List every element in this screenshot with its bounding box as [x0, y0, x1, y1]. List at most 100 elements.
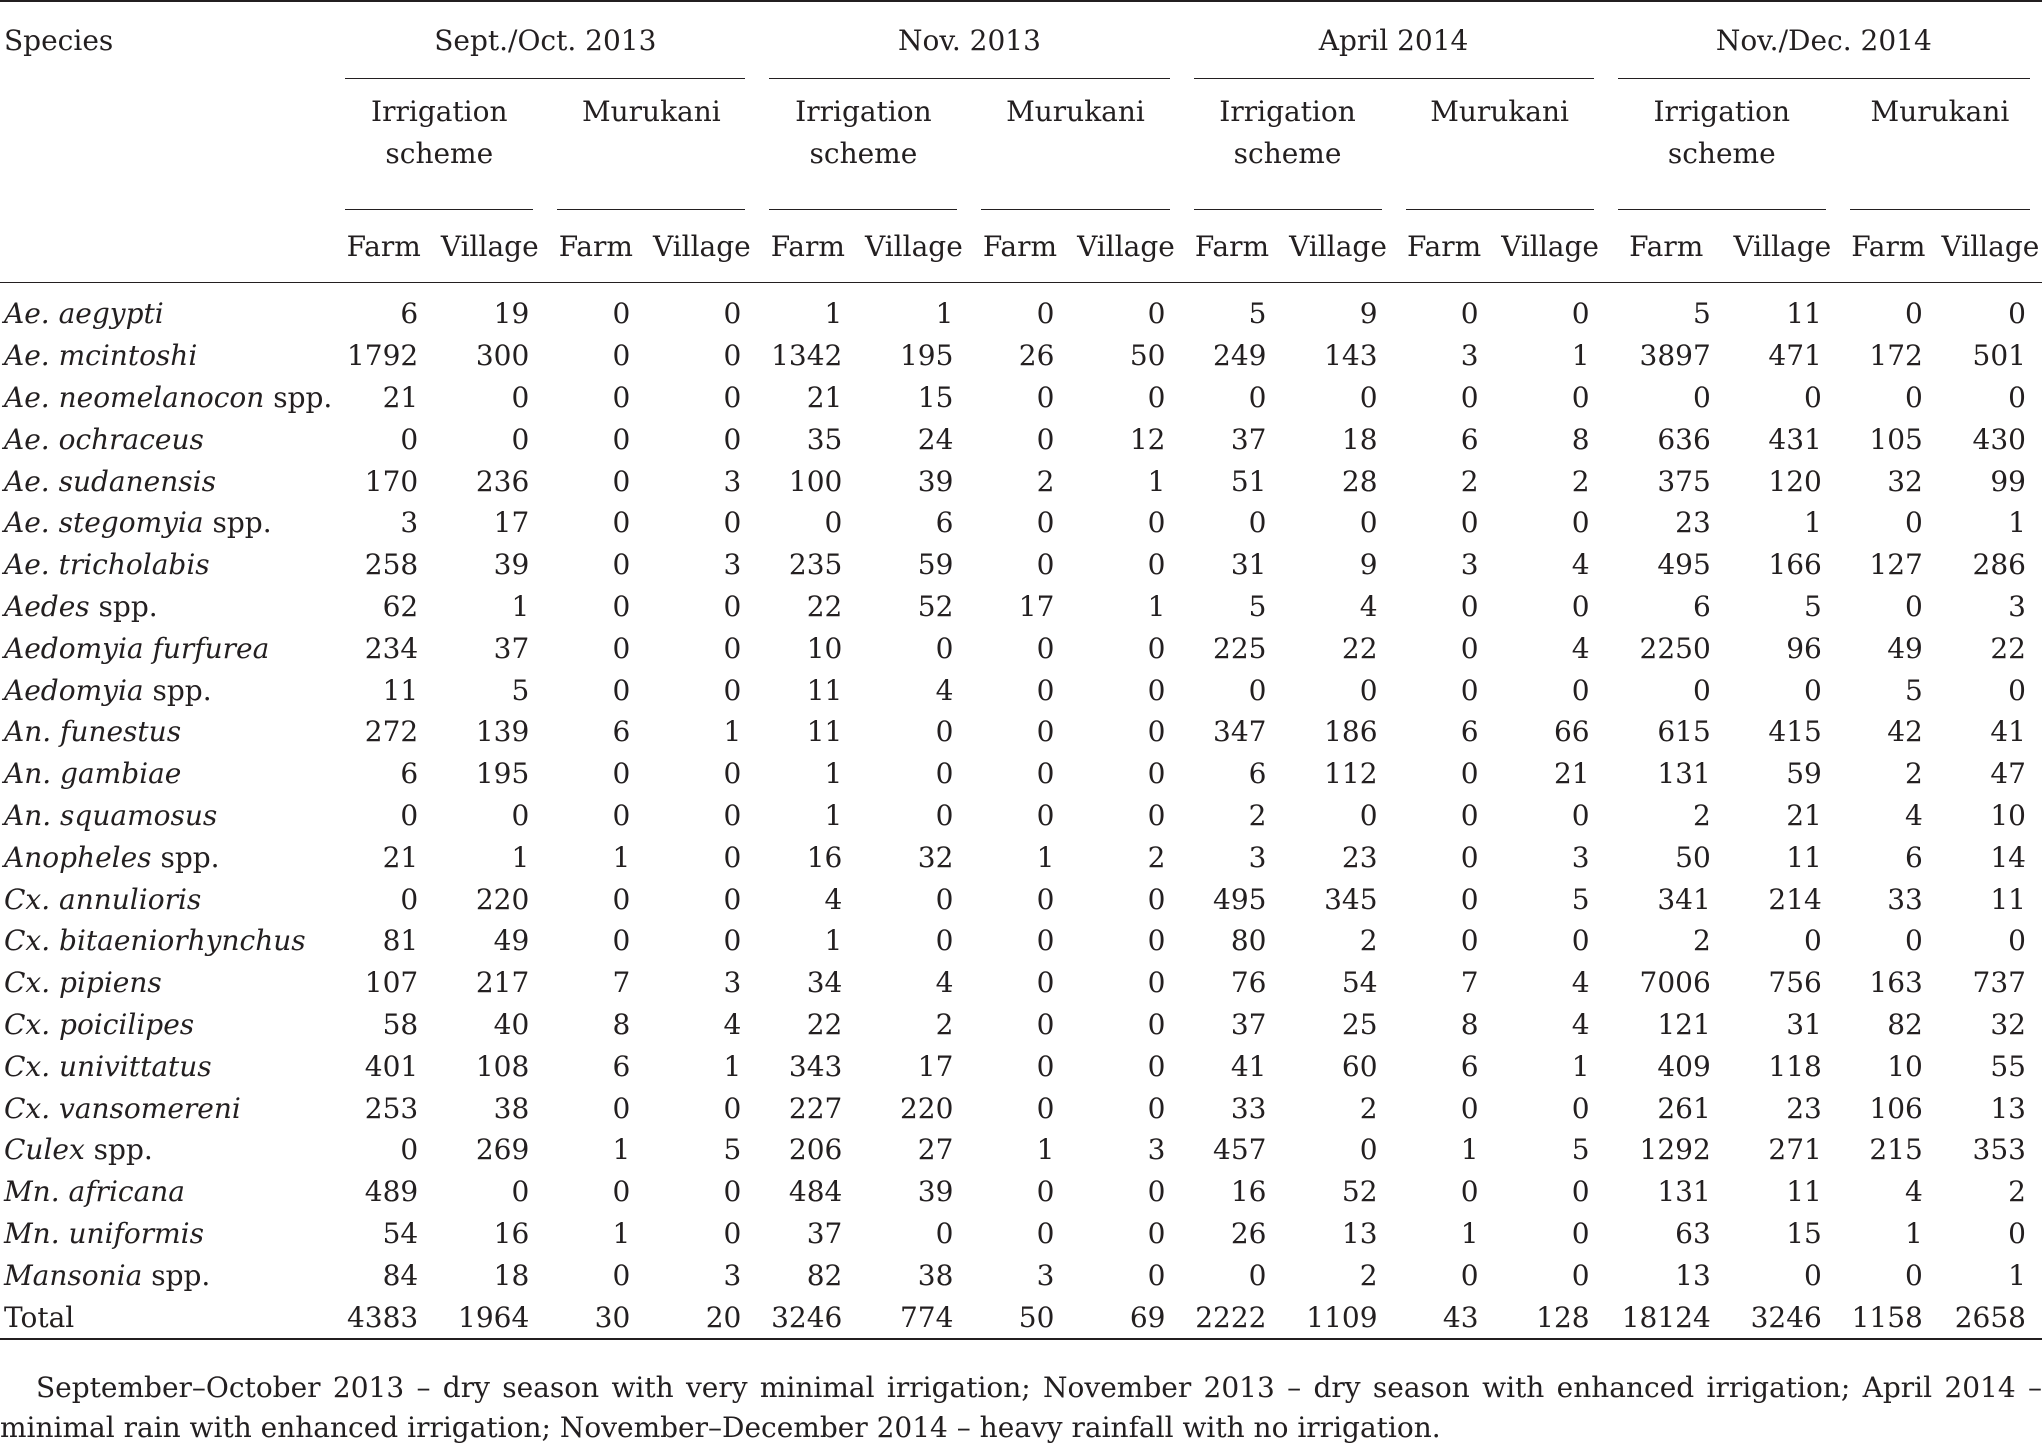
species-name: Ae. aegypti: [4, 297, 164, 331]
count-cell: 1: [1571, 1049, 1590, 1083]
count-cell: 1792: [346, 339, 419, 373]
count-cell: 1: [1036, 840, 1055, 874]
count-cell: 1: [723, 715, 742, 749]
count-cell: 0: [1036, 1091, 1055, 1125]
count-cell: 220: [475, 882, 530, 916]
count-cell: 636: [1657, 422, 1711, 456]
count-cell: 11: [1786, 1175, 1822, 1209]
count-cell: 0: [612, 464, 631, 498]
count-cell: 0: [612, 548, 631, 582]
count-cell: 69: [1129, 1300, 1166, 1334]
count-cell: 375: [1657, 464, 1711, 498]
count-cell: 106: [1869, 1091, 1923, 1125]
count-cell: 11: [1786, 840, 1822, 874]
site-label: Irrigation: [1653, 95, 1791, 128]
farm-header: Farm: [1194, 229, 1270, 263]
count-cell: 81: [382, 924, 419, 958]
species-name: An. gambiae: [4, 757, 182, 791]
count-cell: 3: [723, 1258, 742, 1292]
count-cell: 6: [400, 297, 419, 331]
count-cell: 0: [1804, 673, 1822, 707]
count-cell: 484: [788, 1175, 843, 1209]
count-cell: 253: [364, 1091, 419, 1125]
count-cell: 80: [1230, 924, 1267, 958]
count-cell: 8: [1460, 1007, 1479, 1041]
count-cell: 3: [400, 506, 419, 540]
period-header: Nov. 2013: [897, 23, 1041, 57]
count-cell: 353: [1972, 1133, 2026, 1167]
count-cell: 737: [1972, 966, 2026, 1000]
count-cell: 23: [1341, 840, 1378, 874]
count-cell: 33: [1887, 882, 1923, 916]
count-cell: 5: [1248, 297, 1267, 331]
count-cell: 0: [1147, 1258, 1166, 1292]
count-cell: 14: [1990, 840, 2026, 874]
count-cell: 21: [1553, 757, 1590, 791]
period-header: April 2014: [1318, 23, 1469, 57]
count-cell: 1158: [1851, 1300, 1923, 1334]
count-cell: 54: [382, 1216, 419, 1250]
count-cell: 34: [806, 966, 843, 1000]
count-cell: 41: [1230, 1049, 1267, 1083]
count-cell: 13: [1990, 1091, 2026, 1125]
count-cell: 23: [1675, 506, 1711, 540]
count-cell: 37: [493, 631, 530, 665]
table-row: Cx. bitaeniorhynchus 81 49 0 0 1 0 0 0 80 2 0 0 2 0 0 0: [0, 920, 2042, 962]
count-cell: 0: [1147, 798, 1166, 832]
count-cell: 2: [1905, 757, 1923, 791]
count-cell: 0: [2008, 297, 2026, 331]
count-cell: 12: [1129, 422, 1166, 456]
count-cell: 269: [475, 1133, 530, 1167]
count-cell: 0: [400, 1133, 419, 1167]
count-cell: 0: [1460, 380, 1479, 414]
site-label: scheme: [1667, 137, 1776, 170]
table-row: Ae. stegomyia spp. 3 17 0 0 0 6 0 0 0 0 0 0 23 1 0 1: [0, 502, 2042, 544]
count-cell: 0: [612, 422, 631, 456]
count-cell: 21: [1786, 798, 1822, 832]
count-cell: 0: [1460, 589, 1479, 623]
count-cell: 120: [1768, 464, 1822, 498]
count-cell: 8: [612, 1007, 631, 1041]
count-cell: 0: [1036, 548, 1055, 582]
count-cell: 2: [1571, 464, 1590, 498]
count-cell: 18124: [1621, 1300, 1711, 1334]
site-header-irrigation: Irrigation scheme: [333, 79, 545, 209]
count-cell: 3246: [1750, 1300, 1822, 1334]
count-cell: 1: [511, 589, 530, 623]
table-row: An. funestus 272 139 6 1 11 0 0 0 347 186 6 66 615 415…: [0, 711, 2042, 753]
count-cell: 0: [723, 1216, 742, 1250]
count-cell: 17: [917, 1049, 954, 1083]
count-cell: 227: [788, 1091, 843, 1125]
table-row: Total 4383 1964 30 20 3246 774 50 69 2222 1109 43 12…: [0, 1296, 2042, 1339]
table-row: An. squamosus 0 0 0 0 1 0 0 0 2 0 0 0 2 21 4 10: [0, 795, 2042, 837]
count-cell: 1: [824, 757, 843, 791]
count-cell: 235: [788, 548, 843, 582]
count-cell: 59: [1786, 757, 1822, 791]
count-cell: 0: [1571, 1091, 1590, 1125]
village-header: Village: [1733, 229, 1832, 263]
site-header-murukani: Murukani: [1006, 95, 1145, 128]
count-cell: 1: [1460, 1133, 1479, 1167]
count-cell: 1: [612, 840, 631, 874]
count-cell: 10: [1887, 1049, 1923, 1083]
count-cell: 10: [1990, 798, 2026, 832]
count-cell: 62: [382, 589, 419, 623]
species-name: Ae. neomelanocon spp.: [4, 380, 333, 414]
count-cell: 11: [806, 673, 843, 707]
count-cell: 11: [1786, 297, 1822, 331]
count-cell: 11: [382, 673, 419, 707]
count-cell: 25: [1341, 1007, 1378, 1041]
count-cell: 0: [1460, 673, 1479, 707]
count-cell: 0: [1571, 297, 1590, 331]
count-cell: 0: [1147, 966, 1166, 1000]
count-cell: 2: [1359, 924, 1378, 958]
count-cell: 0: [1036, 506, 1055, 540]
count-cell: 13: [1675, 1258, 1711, 1292]
count-cell: 0: [400, 422, 419, 456]
count-cell: 0: [1571, 798, 1590, 832]
count-cell: 1: [1036, 1133, 1055, 1167]
count-cell: 0: [723, 589, 742, 623]
count-cell: 0: [1036, 966, 1055, 1000]
count-cell: 20: [705, 1300, 742, 1334]
count-cell: 33: [1230, 1091, 1267, 1125]
